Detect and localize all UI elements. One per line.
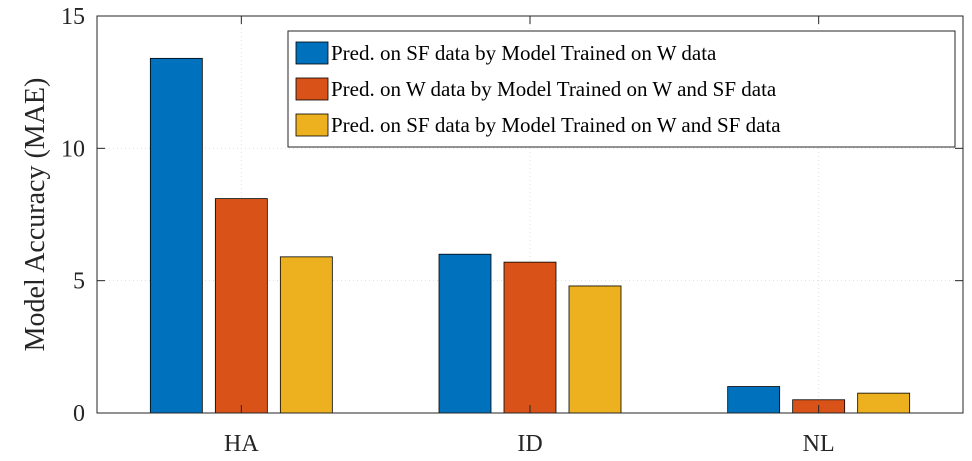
- legend-label-1: Pred. on SF data by Model Trained on W d…: [331, 41, 717, 65]
- legend-swatch-3: [295, 113, 329, 137]
- bar-id-series-2: [503, 261, 557, 414]
- bar-id-series-3: [568, 285, 622, 414]
- legend-label-2: Pred. on W data by Model Trained on W an…: [331, 77, 777, 101]
- bar-id-series-1: [438, 253, 492, 414]
- y-tick-label: 0: [73, 401, 85, 427]
- axis-ticks: 0 5 10 15 HA ID NL: [61, 4, 963, 457]
- y-axis-label: Model Accuracy (MAE): [20, 78, 51, 352]
- legend-label-3: Pred. on SF data by Model Trained on W a…: [331, 113, 781, 137]
- x-tick-label-ha: HA: [224, 431, 259, 457]
- legend-swatch-1: [295, 41, 329, 65]
- bar-nl-series-1: [727, 386, 781, 414]
- y-tick-label: 15: [61, 4, 85, 30]
- x-tick-label-nl: NL: [803, 431, 835, 457]
- y-tick-label: 5: [73, 269, 85, 295]
- bar-ha-series-1: [149, 57, 203, 414]
- y-tick-label: 10: [61, 136, 85, 162]
- legend-swatch-2: [295, 77, 329, 101]
- legend-box: [287, 30, 956, 148]
- bar-ha-series-2: [214, 198, 268, 414]
- bar-ha-series-3: [279, 256, 333, 414]
- bar-nl-series-3: [857, 392, 911, 414]
- legend: Pred. on SF data by Model Trained on W d…: [287, 30, 956, 148]
- x-tick-label-id: ID: [517, 431, 542, 457]
